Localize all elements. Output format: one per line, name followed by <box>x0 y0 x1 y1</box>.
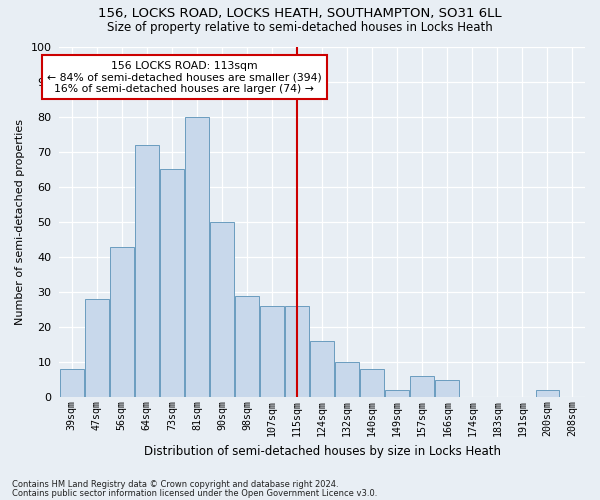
Text: Size of property relative to semi-detached houses in Locks Heath: Size of property relative to semi-detach… <box>107 22 493 35</box>
Bar <box>536 390 559 398</box>
Text: Contains HM Land Registry data © Crown copyright and database right 2024.: Contains HM Land Registry data © Crown c… <box>12 480 338 489</box>
Bar <box>360 370 384 398</box>
Bar <box>60 370 83 398</box>
Bar <box>335 362 359 398</box>
Bar <box>285 306 309 398</box>
Bar <box>410 376 434 398</box>
Bar <box>160 170 184 398</box>
Bar <box>385 390 409 398</box>
Bar <box>436 380 459 398</box>
Bar <box>135 144 159 398</box>
Bar <box>110 246 134 398</box>
Bar <box>210 222 234 398</box>
Bar <box>235 296 259 398</box>
Bar <box>85 299 109 398</box>
Bar <box>185 116 209 398</box>
X-axis label: Distribution of semi-detached houses by size in Locks Heath: Distribution of semi-detached houses by … <box>143 444 500 458</box>
Bar <box>310 341 334 398</box>
Text: 156, LOCKS ROAD, LOCKS HEATH, SOUTHAMPTON, SO31 6LL: 156, LOCKS ROAD, LOCKS HEATH, SOUTHAMPTO… <box>98 8 502 20</box>
Y-axis label: Number of semi-detached properties: Number of semi-detached properties <box>15 119 25 325</box>
Text: Contains public sector information licensed under the Open Government Licence v3: Contains public sector information licen… <box>12 488 377 498</box>
Bar <box>260 306 284 398</box>
Text: 156 LOCKS ROAD: 113sqm
← 84% of semi-detached houses are smaller (394)
16% of se: 156 LOCKS ROAD: 113sqm ← 84% of semi-det… <box>47 60 322 94</box>
